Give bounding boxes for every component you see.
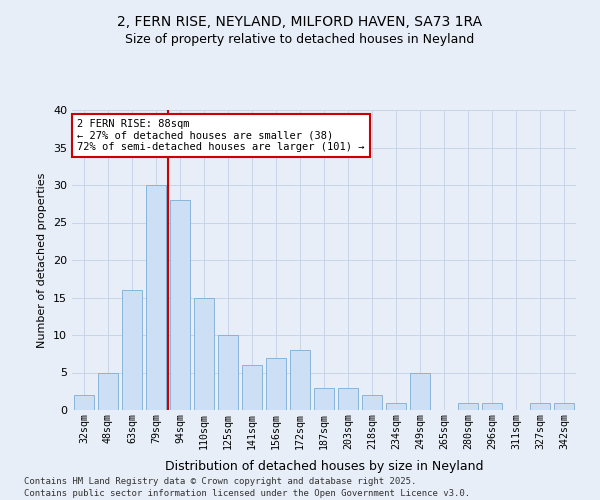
Bar xyxy=(146,185,166,410)
Bar xyxy=(194,298,214,410)
Bar xyxy=(554,402,574,410)
Bar xyxy=(362,395,382,410)
Bar xyxy=(482,402,502,410)
Bar xyxy=(74,395,94,410)
Bar xyxy=(98,372,118,410)
Bar xyxy=(410,372,430,410)
Text: Contains HM Land Registry data © Crown copyright and database right 2025.
Contai: Contains HM Land Registry data © Crown c… xyxy=(24,476,470,498)
Text: 2, FERN RISE, NEYLAND, MILFORD HAVEN, SA73 1RA: 2, FERN RISE, NEYLAND, MILFORD HAVEN, SA… xyxy=(118,15,482,29)
Bar xyxy=(122,290,142,410)
Text: Size of property relative to detached houses in Neyland: Size of property relative to detached ho… xyxy=(125,32,475,46)
Bar xyxy=(290,350,310,410)
Bar xyxy=(386,402,406,410)
Y-axis label: Number of detached properties: Number of detached properties xyxy=(37,172,47,348)
Bar xyxy=(266,358,286,410)
Bar xyxy=(218,335,238,410)
Bar xyxy=(458,402,478,410)
Bar xyxy=(530,402,550,410)
Bar xyxy=(338,388,358,410)
X-axis label: Distribution of detached houses by size in Neyland: Distribution of detached houses by size … xyxy=(165,460,483,473)
Bar xyxy=(170,200,190,410)
Bar xyxy=(314,388,334,410)
Bar xyxy=(242,365,262,410)
Text: 2 FERN RISE: 88sqm
← 27% of detached houses are smaller (38)
72% of semi-detache: 2 FERN RISE: 88sqm ← 27% of detached hou… xyxy=(77,119,365,152)
